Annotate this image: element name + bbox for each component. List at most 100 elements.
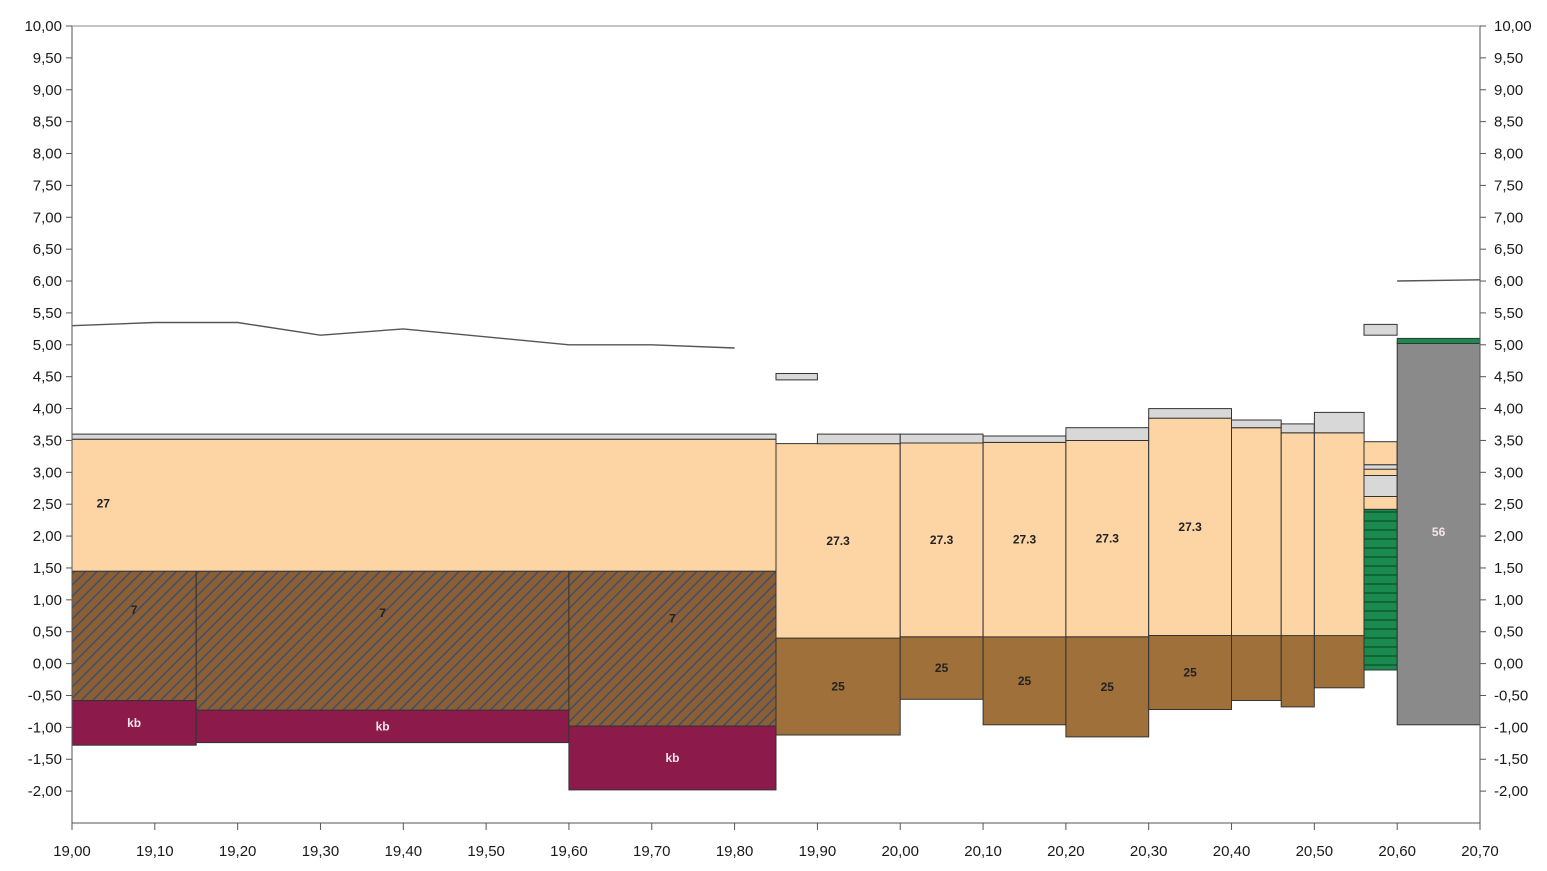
y-tick-label-right: -1,50: [1494, 751, 1528, 768]
layer-grey-light-17: [982, 435, 1067, 443]
y-tick-label: 4,00: [33, 401, 62, 418]
y-tick-label: 1,00: [33, 592, 62, 609]
y-tick-label-right: 6,00: [1494, 273, 1523, 290]
layer-label: 27.3: [930, 533, 954, 547]
y-tick-label-right: 2,00: [1494, 528, 1523, 545]
y-tick-label: 0,00: [33, 656, 62, 673]
layer-label: 25: [1183, 666, 1197, 680]
axes: 10,00 10,00 9,50 9,50 9,00 9,00 8,50 8,50 8,00 8,…: [24, 18, 1531, 860]
x-tick-label: 20,00: [881, 843, 919, 860]
layer-sand-25: [1231, 427, 1282, 637]
y-tick-label-right: 10,00: [1494, 18, 1532, 35]
y-tick-label-right: 9,00: [1494, 82, 1523, 99]
layer-label: 56: [1432, 525, 1446, 539]
y-tick-label-right: -2,00: [1494, 783, 1528, 800]
layer-grey-light-32: [1313, 411, 1365, 434]
layer-clay-30: [1313, 635, 1365, 689]
y-tick-label-right: 7,00: [1494, 209, 1523, 226]
layer-sand-31: [1313, 432, 1365, 637]
y-tick-label-right: 8,00: [1494, 146, 1523, 163]
x-tick-label: 19,10: [136, 843, 174, 860]
y-tick-label: 3,50: [33, 432, 62, 449]
layer-clay-27: [1280, 635, 1315, 708]
layer-label: 25: [935, 661, 949, 675]
y-tick-label: -0,50: [28, 687, 62, 704]
y-tick-label-right: 4,00: [1494, 401, 1523, 418]
layer-label: 25: [1018, 674, 1032, 688]
layer-25-8: [775, 637, 901, 736]
y-tick-label: 1,50: [33, 560, 62, 577]
layer-label: 27.3: [826, 534, 850, 548]
layer-label: kb: [127, 716, 141, 730]
y-tick-label: 8,50: [33, 114, 62, 131]
y-tick-label: 3,00: [33, 464, 62, 481]
y-tick-label-right: -0,50: [1494, 687, 1528, 704]
y-tick-label: 5,50: [33, 305, 62, 322]
layer-labels: kb kb kb 7 7 7 27 25 27.3 25 27.3 25 27.3 25 27.3 25 27.…: [97, 496, 1446, 765]
layer-kb-1: [195, 709, 570, 744]
y-tick-label-right: -1,00: [1494, 719, 1528, 736]
surface-line-0: [71, 321, 735, 349]
y-tick-label: 2,50: [33, 496, 62, 513]
layer-25-12: [899, 636, 984, 700]
y-tick-label: 4,50: [33, 369, 62, 386]
y-tick-label-right: 1,00: [1494, 592, 1523, 609]
y-tick-label-right: 3,50: [1494, 432, 1523, 449]
x-tick-label: 20,10: [964, 843, 1002, 860]
layer-27-6: [71, 438, 777, 572]
layer-7-4: [195, 570, 570, 711]
layer-sand-38: [1363, 441, 1398, 466]
x-tick-label: 19,60: [550, 843, 588, 860]
y-tick-label: 7,50: [33, 177, 62, 194]
layer-kb-0: [71, 700, 197, 746]
layer-green-striped-33: [1363, 508, 1398, 671]
layer-label: 27.3: [1096, 532, 1120, 546]
y-tick-label: 9,00: [33, 82, 62, 99]
x-tick-label: 20,30: [1130, 843, 1168, 860]
layer-label: 27.3: [1178, 520, 1202, 534]
soil-layers: [71, 323, 1481, 791]
layer-label: 27: [97, 496, 111, 510]
x-tick-label: 19,00: [53, 843, 91, 860]
layer-sand-28: [1280, 432, 1315, 637]
y-tick-label-right: 6,50: [1494, 241, 1523, 258]
y-tick-label-right: 7,50: [1494, 177, 1523, 194]
layer-grey-light-29: [1280, 423, 1315, 434]
layer-label: 7: [379, 606, 386, 620]
y-tick-label-right: 9,50: [1494, 50, 1523, 67]
layer-label: 25: [1101, 680, 1115, 694]
layer-label: 25: [831, 680, 845, 694]
y-tick-label: 0,50: [33, 624, 62, 641]
y-tick-label: -2,00: [28, 783, 62, 800]
y-tick-label-right: 8,50: [1494, 114, 1523, 131]
y-tick-label: 9,50: [33, 50, 62, 67]
layer-label: 7: [669, 611, 676, 625]
y-tick-label: -1,50: [28, 751, 62, 768]
layer-25-15: [982, 636, 1067, 726]
layer-grey-light-7: [71, 433, 777, 440]
layer-25-18: [1065, 636, 1150, 738]
layer-grey-light-10: [816, 433, 901, 445]
y-tick-label-right: 5,50: [1494, 305, 1523, 322]
x-tick-label: 20,70: [1461, 843, 1499, 860]
x-tick-label: 20,50: [1296, 843, 1334, 860]
y-tick-label: 5,00: [33, 337, 62, 354]
x-tick-label: 19,40: [385, 843, 423, 860]
layer-grey-light-23: [1148, 408, 1232, 419]
layer-25-21: [1148, 635, 1232, 710]
y-tick-label: 6,50: [33, 241, 62, 258]
x-tick-label: 20,20: [1047, 843, 1085, 860]
layer-label: kb: [665, 751, 679, 765]
x-tick-label: 19,20: [219, 843, 257, 860]
y-tick-label-right: 3,00: [1494, 464, 1523, 481]
layer-label: 7: [131, 603, 138, 617]
layer-sand-36: [1363, 468, 1398, 477]
y-tick-label: 8,00: [33, 146, 62, 163]
y-tick-label: 10,00: [24, 18, 62, 35]
layer-7-3: [71, 570, 197, 701]
layer-grey-light-11: [775, 373, 818, 381]
layer-label: 27.3: [1013, 533, 1037, 547]
y-tick-label-right: 0,00: [1494, 656, 1523, 673]
y-tick-label: 6,00: [33, 273, 62, 290]
